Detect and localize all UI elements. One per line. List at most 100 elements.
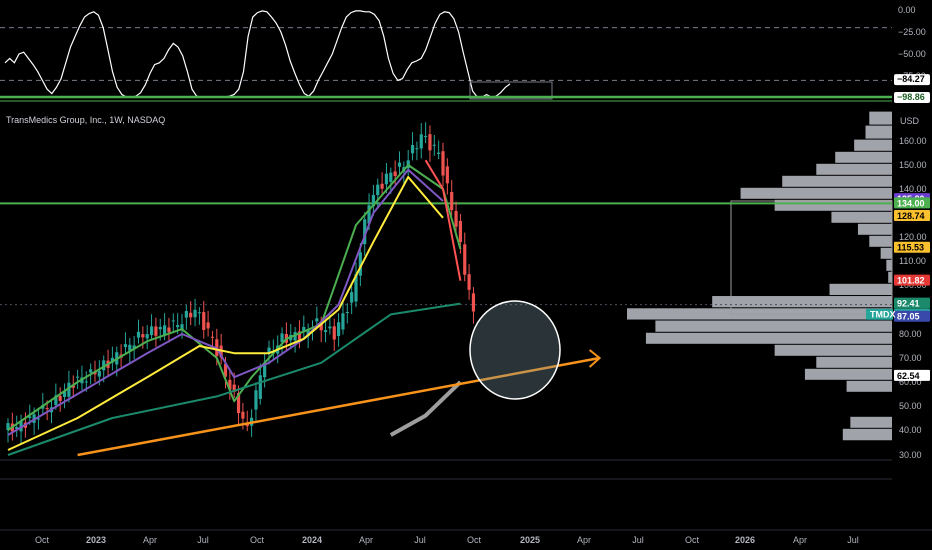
price-axis-tick: 110.00 [899,256,926,266]
candle [149,326,154,336]
candle [454,210,458,227]
candle [102,360,106,371]
volume-profile-bar [888,271,892,283]
candle [410,145,415,154]
candle [93,372,97,375]
candle [189,312,193,318]
price-axis-tick: 70.00 [899,353,922,363]
candle [202,312,206,330]
last-price-symbol-tag [866,308,893,320]
price-tag-label: 101.82 [897,276,925,286]
volume-profile-bar [886,259,892,271]
candle [332,326,336,340]
candle [376,184,380,196]
candle [384,173,389,185]
candle [54,395,58,405]
candle [228,379,232,390]
candle [176,325,180,328]
candle [380,183,384,189]
volume-profile-bar [816,163,892,175]
candle [319,323,323,331]
volume-profile-bar [869,235,892,247]
candle [345,312,349,314]
candle [141,334,145,338]
candle [232,384,236,392]
oscillator-value-tag [894,74,930,86]
volume-profile-bar [645,332,892,344]
candle [263,362,267,378]
time-axis-tick: Oct [685,535,700,545]
candle [36,418,41,420]
volume-profile-bar [846,380,892,392]
price-tag [894,197,930,209]
candle [323,330,328,333]
volume-profile-bar [782,175,892,187]
price-axis-tick: 150.00 [899,160,927,170]
candle [210,336,215,338]
candle [293,332,297,341]
candle [354,274,358,302]
candle [62,391,67,397]
moving-average-line [424,159,462,281]
candle [163,325,167,335]
time-axis-tick: Apr [577,535,591,545]
candle [58,395,62,401]
moving-average-line [7,302,461,456]
time-axis-tick: Jul [197,535,209,545]
candle [84,381,88,383]
candle [71,384,75,388]
candle [267,347,271,353]
candle [280,333,284,343]
volume-profile-bar [627,308,892,320]
moving-average-line [7,164,462,431]
volume-profile-bar [835,151,892,163]
candle [19,420,23,432]
oscillator-axis-tick: −25.00 [898,27,926,37]
candle [89,369,93,373]
candle [76,376,80,378]
candle [341,313,345,330]
time-axis-tick: 2023 [86,535,106,545]
time-axis-tick: Oct [250,535,265,545]
price-axis-tick: 40.00 [899,425,922,435]
candle [371,195,375,207]
candle [145,334,149,339]
time-axis-tick: Apr [143,535,157,545]
candle [458,220,462,242]
candle [463,244,467,275]
candle [419,134,423,149]
candle [367,205,371,224]
price-axis-tick: 30.00 [899,450,922,460]
volume-profile-bar [857,223,892,235]
volume-profile-bar [655,320,892,332]
candle [171,320,175,322]
last-price-symbol-label: TMDX [870,310,896,320]
oscillator-value-label: −98.86 [897,92,925,102]
moving-average-line [7,168,444,436]
price-axis-tick: 140.00 [899,184,927,194]
candle [128,344,132,351]
time-axis-tick: Apr [359,535,373,545]
candle [193,309,197,318]
candle [154,326,158,336]
time-axis-tick: Jul [414,535,426,545]
candle [397,162,402,167]
candle [445,166,449,184]
volume-profile-bar [829,283,892,296]
time-axis-tick: 2026 [735,535,755,545]
candle [45,408,49,410]
time-axis-tick: 2025 [520,535,540,545]
currency-box [894,115,924,127]
candle [415,148,419,150]
candle [110,357,114,363]
time-axis-tick: Jul [847,535,859,545]
candle [389,172,393,182]
price-tag [894,369,930,381]
volume-profile-bar [842,428,892,441]
oscillator-axis-tick: 0.00 [898,5,916,15]
oscillator-box [469,81,553,100]
candle [241,411,245,419]
candle [167,327,171,333]
